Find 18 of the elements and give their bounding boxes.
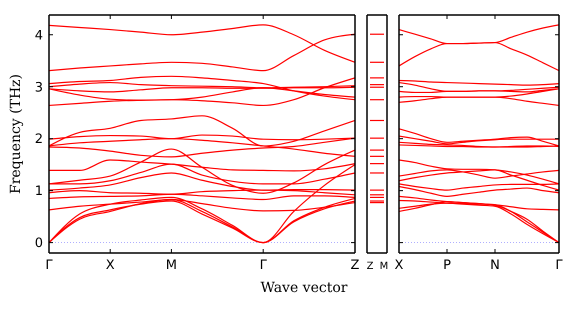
y-axis-title: Frequency (THz) [8, 74, 24, 194]
x-tick-label: Γ [260, 258, 268, 273]
x-tick-label: Z [350, 258, 360, 273]
x-tick-label: M [166, 258, 178, 273]
y-tick-label: 2 [34, 132, 43, 148]
x-tick-label: Z [366, 261, 374, 272]
x-tick-label: X [106, 258, 115, 273]
y-tick-label: 0 [34, 236, 43, 252]
x-axis-title: Wave vector [260, 280, 348, 296]
x-tick-label: Γ [555, 258, 564, 273]
y-tick-label: 4 [34, 28, 43, 44]
x-tick-label: X [394, 258, 404, 273]
x-tick-label: Γ [45, 258, 54, 273]
x-tick-label: M [380, 261, 388, 272]
y-tick-label: 1 [34, 184, 43, 200]
x-tick-label: N [490, 258, 500, 273]
x-tick-label: P [443, 258, 452, 273]
y-tick-label: 3 [34, 80, 43, 96]
